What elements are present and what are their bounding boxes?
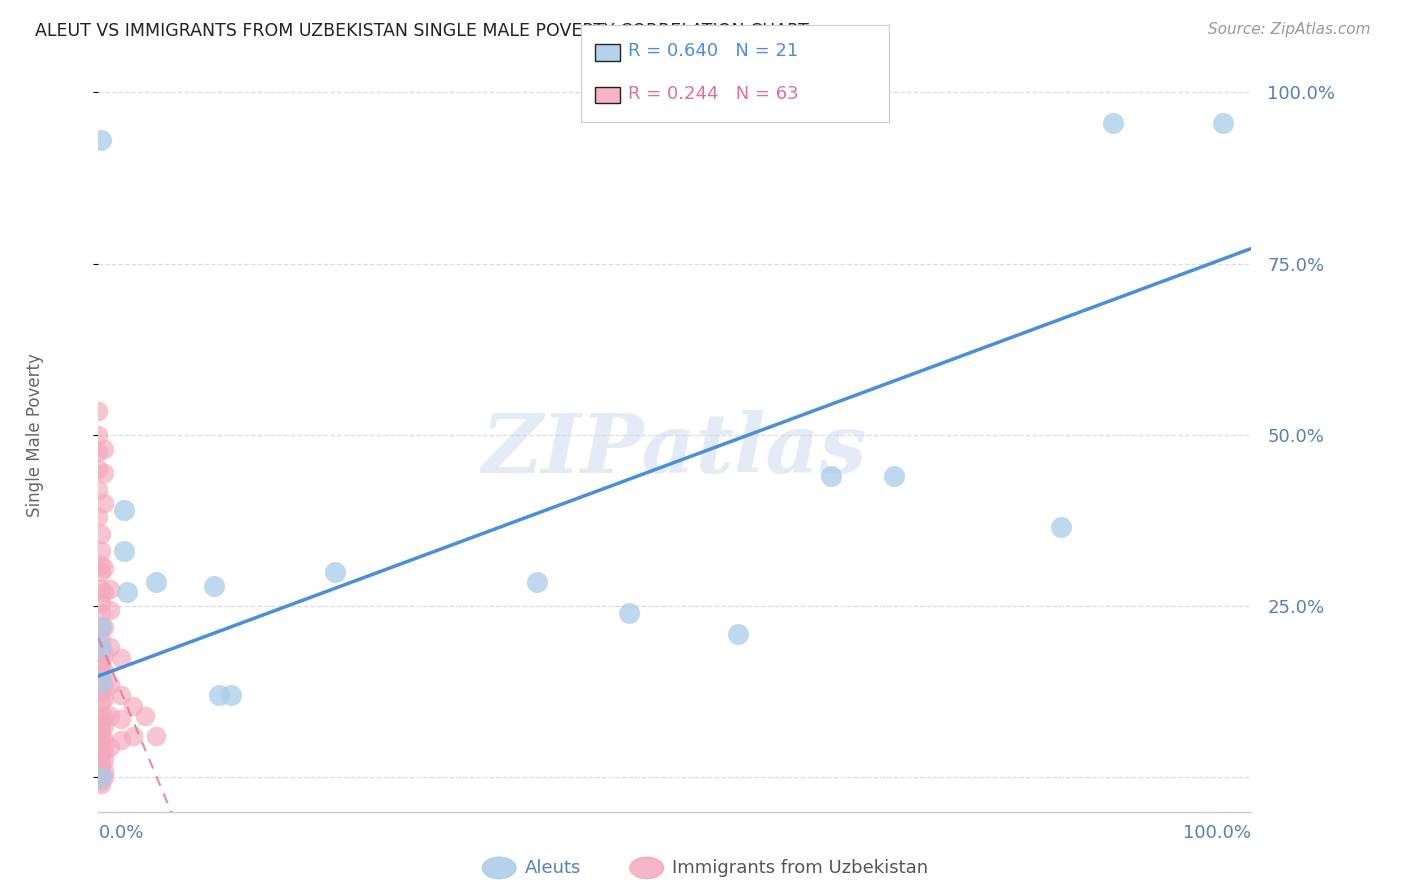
Point [110,712,132,726]
Point [90,685,112,699]
Point [98,678,121,692]
Point [617,606,640,620]
Point [87,445,110,459]
Point [87,462,110,476]
Text: 0.0%: 0.0% [98,824,143,842]
Point [93,719,115,733]
Point [93,753,115,767]
Point [93,585,115,599]
Point [93,732,115,747]
Point [87,510,110,524]
Text: Source: ZipAtlas.com: Source: ZipAtlas.com [1208,22,1371,37]
Point [87,427,110,442]
Text: R = 0.640   N = 21: R = 0.640 N = 21 [628,42,799,60]
Point [122,698,145,713]
Point [90,753,112,767]
Text: R = 0.244   N = 63: R = 0.244 N = 63 [628,85,799,103]
Point [727,626,749,640]
Point [90,596,112,610]
Point [208,688,231,702]
Point [93,466,115,480]
Point [883,469,905,483]
Point [93,764,115,778]
Point [1102,116,1125,130]
Text: ZIPatlas: ZIPatlas [482,410,868,490]
Point [90,674,112,689]
Point [145,730,167,744]
Point [219,688,242,702]
Point [90,747,112,761]
Point [93,561,115,575]
Point [93,743,115,757]
Text: ALEUT VS IMMIGRANTS FROM UZBEKISTAN SINGLE MALE POVERTY CORRELATION CHART: ALEUT VS IMMIGRANTS FROM UZBEKISTAN SING… [35,22,808,40]
Point [112,544,135,558]
Point [90,606,112,620]
Point [90,527,112,541]
Point [93,678,115,692]
Point [110,688,132,702]
Point [112,503,135,517]
Point [93,665,115,679]
Point [90,133,112,147]
Point [93,691,115,706]
Point [90,558,112,572]
Point [122,730,145,744]
Point [820,469,842,483]
Point [98,739,121,754]
Point [87,483,110,497]
Point [202,578,225,592]
Point [93,620,115,634]
Point [90,760,112,774]
Point [90,544,112,558]
Point [98,640,121,655]
Text: Aleuts: Aleuts [524,859,581,877]
Point [90,620,112,634]
Point [90,773,112,788]
Point [90,657,112,672]
Point [90,739,112,754]
Point [93,647,115,661]
Point [90,708,112,723]
Point [90,643,112,657]
Point [1050,520,1073,534]
Point [1212,116,1234,130]
Point [90,640,112,655]
Point [323,565,346,579]
Point [93,771,115,785]
Text: Immigrants from Uzbekistan: Immigrants from Uzbekistan [672,859,928,877]
Point [93,496,115,510]
Point [98,708,121,723]
Point [117,585,139,599]
Point [110,650,132,665]
Point [90,582,112,596]
Point [90,767,112,781]
Point [90,730,112,744]
Text: 100.0%: 100.0% [1184,824,1251,842]
Text: Single Male Poverty: Single Male Poverty [25,353,44,516]
Point [93,708,115,723]
Point [90,715,112,730]
Point [526,575,548,590]
Point [98,602,121,616]
Point [110,732,132,747]
Point [93,442,115,456]
Point [90,633,112,648]
Point [90,674,112,689]
Point [98,582,121,596]
Point [90,777,112,791]
Point [145,575,167,590]
Point [90,695,112,709]
Point [90,665,112,679]
Point [87,404,110,418]
Point [90,723,112,737]
Point [90,732,112,747]
Point [90,771,112,785]
Point [134,708,156,723]
Point [90,620,112,634]
Point [90,565,112,579]
